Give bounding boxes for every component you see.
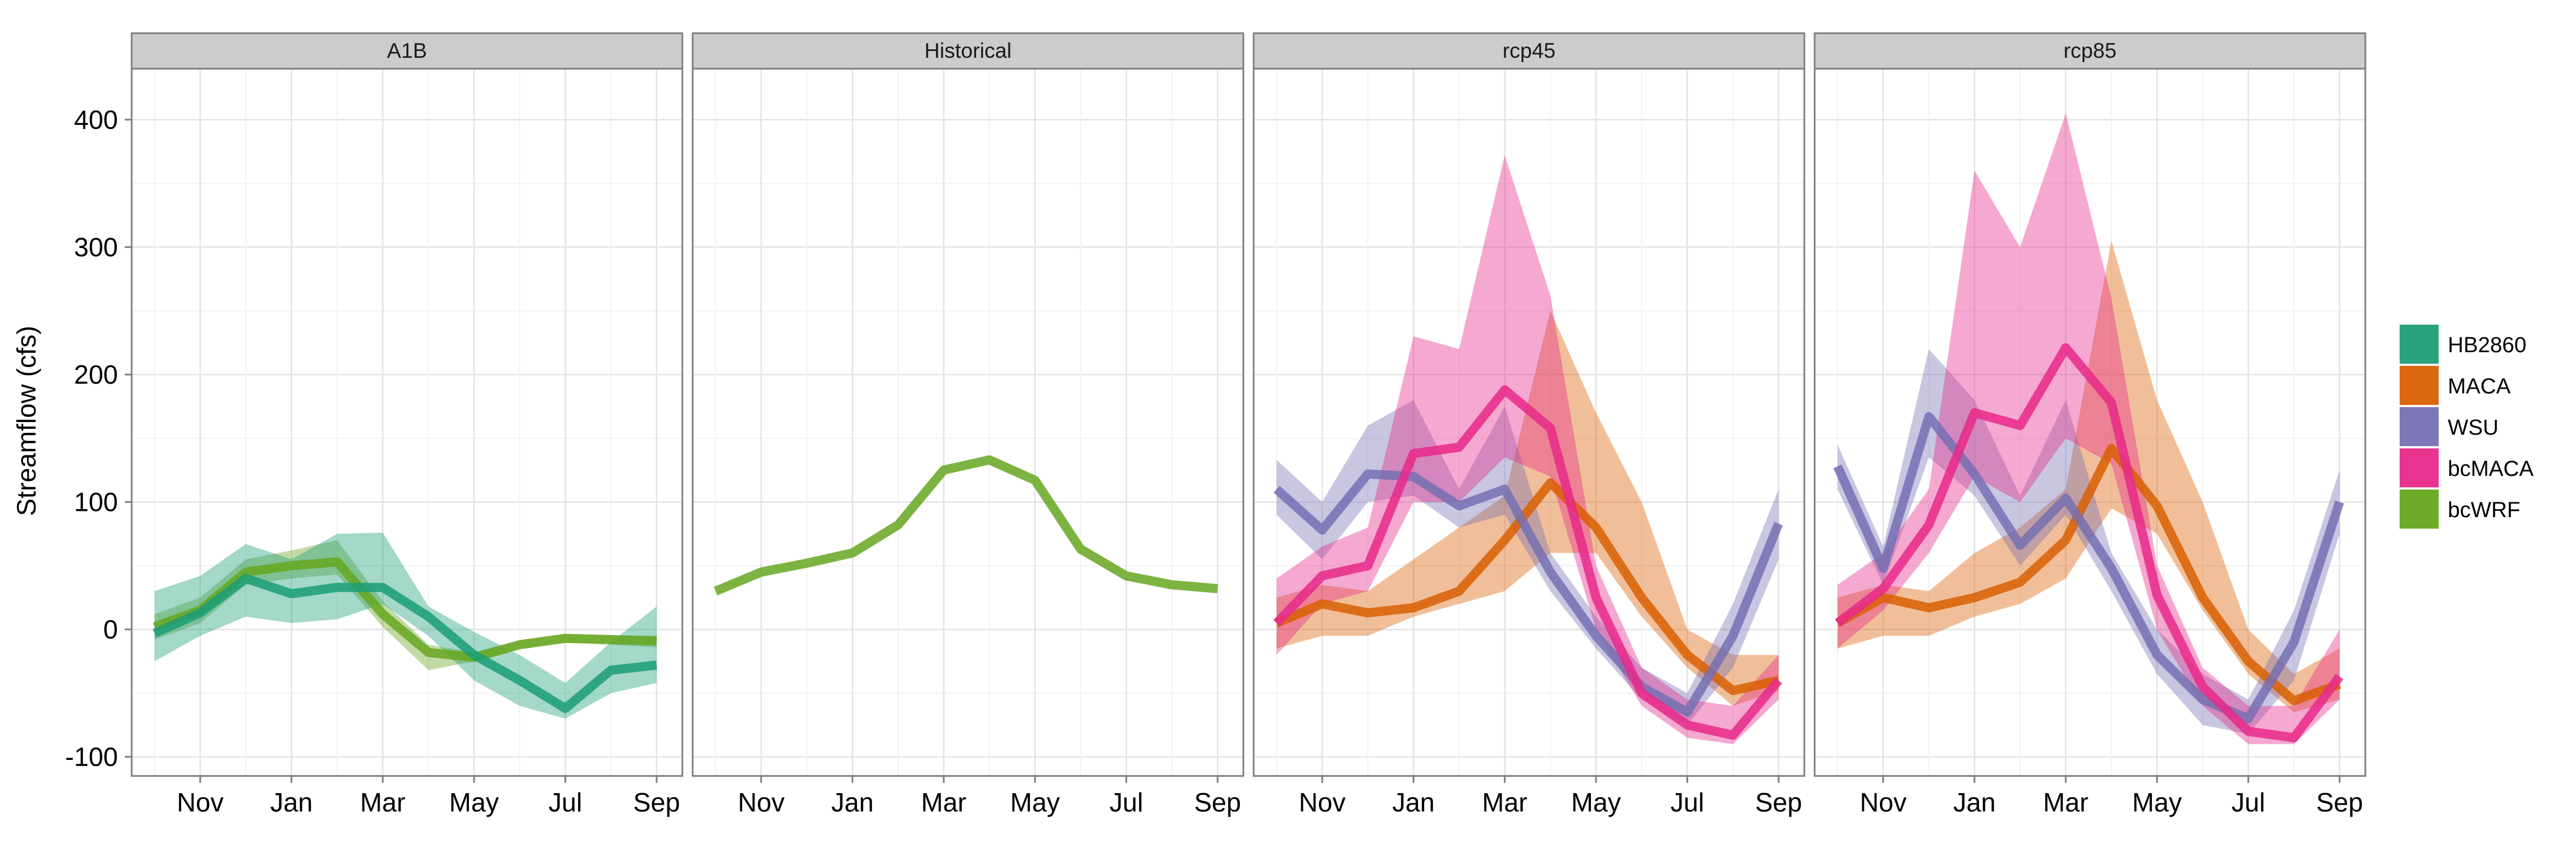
ribbon-bcMACA	[1277, 155, 1779, 744]
ribbon-bcMACA	[1838, 113, 2340, 744]
ribbon-MACA	[1838, 241, 2340, 712]
series-line-WSU	[1833, 412, 2344, 723]
legend-swatch-HB2860	[2400, 325, 2439, 364]
legend-swatch-MACA	[2400, 366, 2439, 405]
series-line-WSU	[1273, 469, 1783, 717]
series-line-MACA	[1274, 478, 1780, 695]
facet-strip	[1253, 32, 1805, 70]
legend-swatch-bcMACA	[2400, 448, 2439, 487]
legend-label: bcMACA	[2448, 457, 2534, 481]
grid-layer	[132, 69, 2365, 776]
y-tick-label: 300	[74, 233, 118, 262]
x-tick-label: May	[2132, 787, 2182, 817]
series-line-MACA	[1835, 444, 2341, 706]
facet-strip	[692, 32, 1244, 70]
x-tick-label: Sep	[2316, 787, 2363, 817]
x-tick-label: Nov	[177, 787, 224, 817]
x-tick-label: Nov	[1299, 787, 1346, 817]
x-tick-label: Jan	[270, 787, 313, 817]
y-tick-label: -100	[65, 742, 118, 772]
legend-label: bcWRF	[2448, 498, 2520, 522]
x-tick-label: May	[1010, 787, 1060, 817]
y-axis-title: Streamflow (cfs)	[11, 326, 41, 516]
facet-strip	[1814, 32, 2366, 70]
x-tick-label: May	[449, 787, 499, 817]
panel-background	[132, 69, 682, 776]
x-tick-label: Jan	[1953, 787, 1996, 817]
series-line-bcWRF	[713, 455, 1218, 596]
facet-strip	[131, 32, 683, 70]
legend-label: MACA	[2448, 375, 2511, 399]
y-tick-label: 400	[74, 105, 118, 135]
series-line-HB2860	[152, 574, 657, 714]
x-tick-label: Mar	[1482, 787, 1527, 817]
series-line-bcMACA	[1835, 343, 2344, 743]
facet-strip-layer: A1B Historical rcp45 rcp85	[131, 32, 2366, 70]
panel-background	[1254, 69, 1804, 776]
y-tick-label: 200	[74, 360, 118, 389]
x-tick-label: Jan	[1392, 787, 1435, 817]
legend: HB2860 MACA WSU bcMACA bcWRF	[2398, 323, 2534, 530]
y-tick-label: 0	[103, 614, 118, 644]
x-tick-label: Nov	[738, 787, 785, 817]
x-tick-label: Jul	[1109, 787, 1143, 817]
x-tick-label: Mar	[360, 787, 405, 817]
ribbon-HB2860	[155, 533, 657, 719]
line-layer	[152, 343, 2344, 743]
x-tick-label: Jan	[831, 787, 874, 817]
x-tick-label: Nov	[1860, 787, 1907, 817]
legend-label: WSU	[2448, 416, 2499, 440]
panel-background	[1815, 69, 2365, 776]
facet-title: rcp85	[2064, 39, 2117, 62]
legend-swatch-WSU	[2400, 407, 2439, 446]
series-line-bcMACA	[1273, 385, 1783, 740]
legend-label: HB2860	[2448, 333, 2526, 357]
x-tick-label: Jul	[2231, 787, 2265, 817]
legend-swatch-bcWRF	[2400, 490, 2439, 529]
y-tick-label: 100	[74, 487, 118, 517]
facet-title: A1B	[387, 39, 427, 62]
facet-title: rcp45	[1503, 39, 1556, 62]
ribbon-bcWRF	[155, 540, 657, 671]
x-tick-label: Sep	[1194, 787, 1241, 817]
axis-layer: Nov Jan Mar May Jul Sep Nov Jan Mar May Jul Sep Nov J…	[65, 105, 2363, 817]
x-tick-label: May	[1571, 787, 1621, 817]
x-tick-label: Jul	[1670, 787, 1704, 817]
x-tick-label: Sep	[1755, 787, 1802, 817]
x-tick-label: Mar	[921, 787, 966, 817]
facet-title: Historical	[924, 39, 1012, 62]
x-tick-label: Jul	[548, 787, 582, 817]
x-tick-label: Sep	[633, 787, 680, 817]
x-tick-label: Mar	[2043, 787, 2088, 817]
panel-background	[693, 69, 1243, 776]
